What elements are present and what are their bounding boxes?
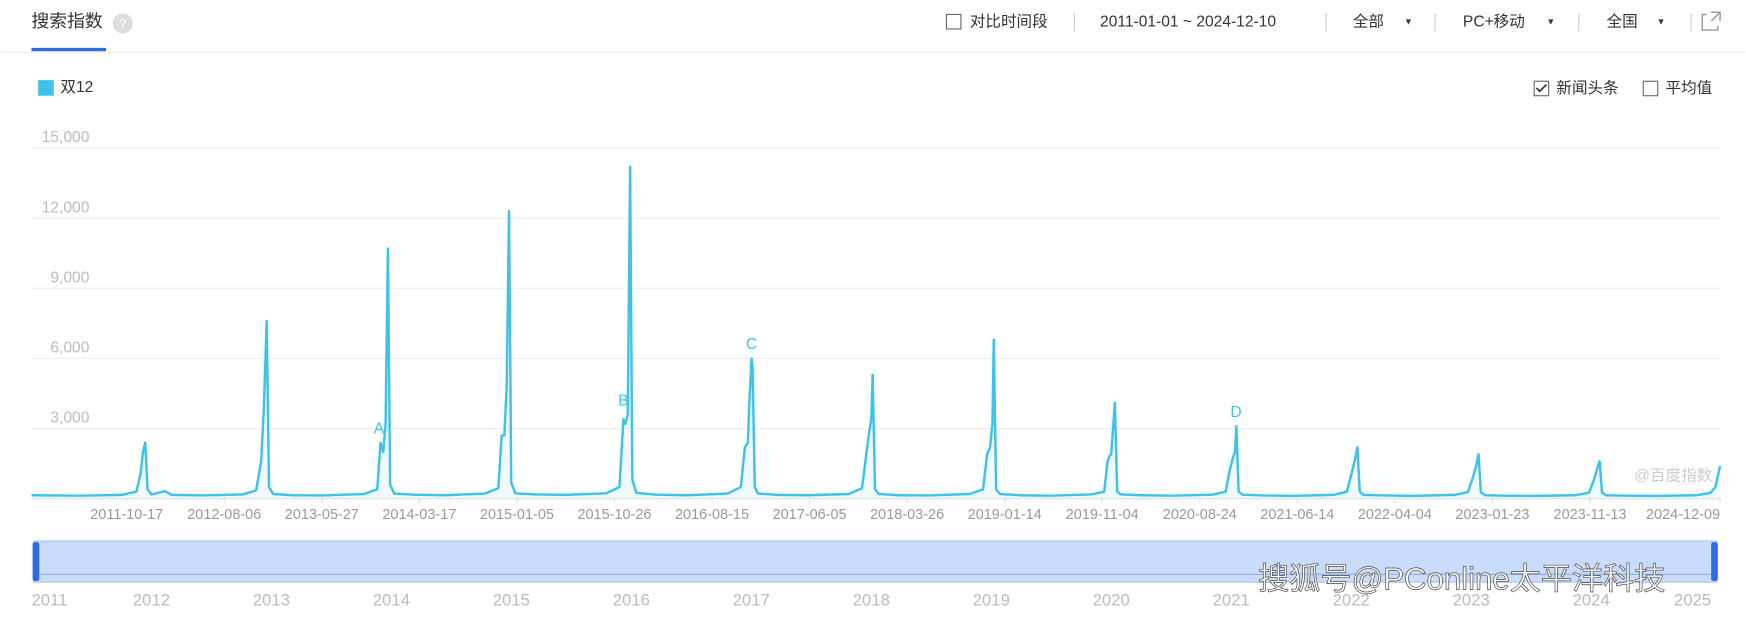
navigator-handle[interactable] xyxy=(1711,542,1718,582)
navigator-year: 2013 xyxy=(253,590,290,609)
navigator-year: 2011 xyxy=(31,590,67,609)
x-tick-label: 2024-12-09 xyxy=(1646,507,1720,523)
dropdown-arrow[interactable]: ▼ xyxy=(1404,17,1413,27)
help-icon[interactable] xyxy=(112,13,133,34)
x-tick-label: 2015-10-26 xyxy=(577,507,651,523)
tab-underline xyxy=(31,47,107,52)
navigator-year: 2024 xyxy=(1573,590,1610,609)
navigator-year: 2019 xyxy=(973,590,1010,609)
date-range[interactable]: 2011-01-01 ~ 2024-12-10 xyxy=(1100,13,1276,30)
filter[interactable]: 全国 xyxy=(1607,12,1638,30)
option-label[interactable]: 新闻头条 xyxy=(1556,79,1619,97)
y-tick-label: 15,000 xyxy=(42,129,90,146)
annotation: D xyxy=(1230,404,1241,421)
x-tick-label: 2023-01-23 xyxy=(1455,507,1529,523)
navigator-year: 2012 xyxy=(133,590,170,609)
x-tick-label: 2014-03-17 xyxy=(382,507,456,523)
y-tick-label: 6,000 xyxy=(50,340,89,357)
x-tick-label: 2019-11-04 xyxy=(1066,507,1139,523)
x-tick-label: 2016-08-15 xyxy=(675,507,749,523)
help-icon-mark: ? xyxy=(119,16,126,31)
legend-label: 双12 xyxy=(60,79,93,96)
option-checkbox[interactable] xyxy=(1642,80,1659,97)
x-tick-label: 2012-08-06 xyxy=(187,507,261,523)
export-icon[interactable] xyxy=(1701,11,1721,31)
navigator-year: 2022 xyxy=(1333,590,1370,609)
x-tick-label: 2015-01-05 xyxy=(480,507,554,523)
y-tick-label: 9,000 xyxy=(50,269,89,286)
navigator-year: 2016 xyxy=(613,590,650,609)
legend-swatch xyxy=(38,80,54,96)
x-tick-label: 2011-10-17 xyxy=(90,507,163,523)
navigator-year: 2015 xyxy=(493,590,530,609)
x-tick-label: 2013-05-27 xyxy=(285,507,359,523)
filter[interactable]: PC+移动 xyxy=(1463,12,1525,30)
x-tick-label: 2023-11-13 xyxy=(1554,507,1627,523)
navigator-year: 2017 xyxy=(733,590,770,609)
x-tick-label: 2017-06-05 xyxy=(773,507,847,523)
navigator-year: 2023 xyxy=(1453,590,1490,609)
dropdown-arrow[interactable]: ▼ xyxy=(1546,17,1555,27)
x-tick-label: 2021-06-14 xyxy=(1260,507,1334,523)
annotation: C xyxy=(746,336,757,353)
y-tick-label: 3,000 xyxy=(50,410,89,427)
compare-checkbox[interactable] xyxy=(945,13,962,30)
check-mark xyxy=(1535,84,1548,93)
navigator-year: 2018 xyxy=(853,590,890,609)
x-tick-label: 2018-03-26 xyxy=(870,507,944,523)
x-tick-label: 2019-01-14 xyxy=(968,507,1042,523)
compare-label[interactable]: 对比时间段 xyxy=(970,12,1048,30)
annotation: B xyxy=(618,392,628,409)
area xyxy=(31,166,1721,499)
x-tick-label: 2022-04-04 xyxy=(1358,507,1432,523)
x-tick-label: 2020-08-24 xyxy=(1163,507,1237,523)
y-tick-label: 12,000 xyxy=(42,199,90,216)
filter[interactable]: 全部 xyxy=(1353,12,1384,30)
line xyxy=(31,165,1722,498)
source-watermark: 搜狐号@PConline太平洋科技 xyxy=(1258,561,1665,596)
dropdown-arrow[interactable]: ▼ xyxy=(1657,17,1666,27)
navigator-year: 2025 xyxy=(1674,590,1711,609)
navigator-range[interactable] xyxy=(33,540,1718,583)
navigator-year: 2020 xyxy=(1093,590,1130,609)
annotation: A xyxy=(374,420,385,437)
chart-watermark: @百度指数 xyxy=(1634,467,1713,485)
navigator-year: 2021 xyxy=(1213,590,1250,609)
option-label[interactable]: 平均值 xyxy=(1666,79,1713,97)
navigator-handle[interactable] xyxy=(32,542,40,582)
navigator-year: 2014 xyxy=(373,590,410,609)
page-title: 搜索指数 xyxy=(31,11,102,31)
